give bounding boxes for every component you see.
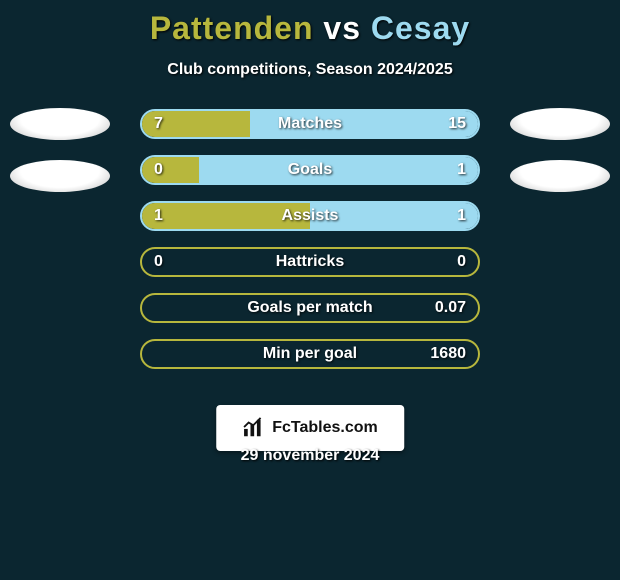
stat-bar-fill-player2: [310, 203, 478, 229]
stat-bar-fill-player1: [142, 111, 250, 137]
player1-avatar-placeholder: [10, 108, 110, 140]
stat-row: Assists11: [0, 201, 620, 247]
stat-bar-fill-player2: [250, 111, 478, 137]
stats-rows: Matches715 Goals01 Assists11 Hattricks0 0 Goa…: [0, 109, 620, 385]
stat-row: Goals01: [0, 155, 620, 201]
stat-row: Hattricks0 0: [0, 247, 620, 293]
title-vs: vs: [323, 10, 361, 46]
stat-value-player1: 0: [154, 253, 163, 271]
stat-row: Matches715: [0, 109, 620, 155]
stat-value-player2: 0.07: [435, 299, 466, 317]
title-player1: Pattenden: [150, 10, 314, 46]
stat-bar-fill-player2: [199, 157, 478, 183]
stat-value-player2: 1680: [430, 345, 466, 363]
stat-label: Min per goal: [142, 345, 478, 363]
subtitle: Club competitions, Season 2024/2025: [0, 61, 620, 79]
stat-bar-fill-player1: [142, 203, 310, 229]
stat-value-player2: 0: [457, 253, 466, 271]
stat-bar: Hattricks0 0: [140, 247, 480, 277]
title: Pattenden vs Cesay: [0, 0, 620, 47]
comparison-infographic: Pattenden vs Cesay Club competitions, Se…: [0, 0, 620, 580]
title-player2: Cesay: [371, 10, 470, 46]
badge-text: FcTables.com: [272, 419, 378, 437]
stat-label: Goals per match: [142, 299, 478, 317]
stat-label: Hattricks: [142, 253, 478, 271]
stat-bar: Matches715: [140, 109, 480, 139]
player2-avatar-placeholder: [510, 108, 610, 140]
stat-row: Goals per match0.07: [0, 293, 620, 339]
bar-chart-icon: [242, 417, 264, 439]
stat-bar: Goals01: [140, 155, 480, 185]
stat-row: Min per goal1680: [0, 339, 620, 385]
stat-bar: Goals per match0.07: [140, 293, 480, 323]
player1-avatar-placeholder: [10, 160, 110, 192]
stat-bar: Assists11: [140, 201, 480, 231]
stat-bar-fill-player1: [142, 157, 199, 183]
source-badge: FcTables.com: [216, 405, 404, 451]
stat-bar: Min per goal1680: [140, 339, 480, 369]
date-text: 29 november 2024: [0, 447, 620, 465]
player2-avatar-placeholder: [510, 160, 610, 192]
